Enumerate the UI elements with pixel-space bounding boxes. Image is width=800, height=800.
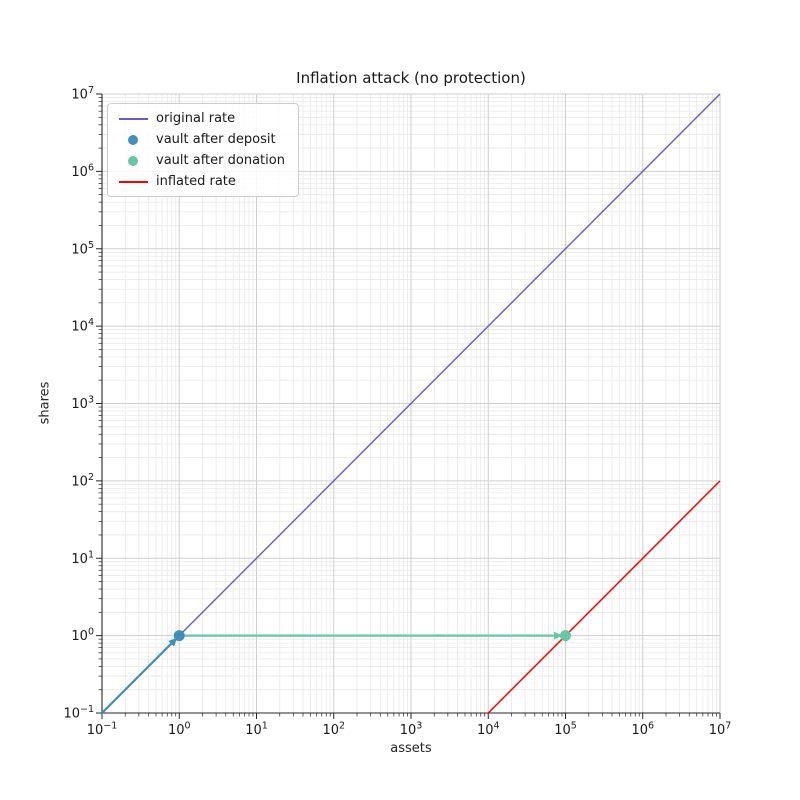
legend-dot-marker [128,155,138,166]
y-tick-label: 10−1 [63,704,94,722]
y-tick-label: 106 [71,162,94,180]
x-tick-label: 105 [554,721,577,739]
point-vault-after-deposit [173,630,185,642]
y-tick-label: 100 [71,627,94,645]
vault-after-donation-dot-swatch [116,155,150,166]
series-original-rate [101,93,721,714]
x-tick-label: 102 [322,721,345,739]
series [101,93,721,714]
legend-label: vault after deposit [156,132,276,147]
legend-item-inflated-rate: inflated rate [108,171,298,192]
axis-ticks [96,93,721,719]
legend-item-vault-after-donation: vault after donation [108,150,298,171]
legend-line-marker [118,117,148,120]
point-vault-after-donation [560,630,571,642]
x-tick-label: 10−1 [87,721,118,739]
data-points [173,630,571,642]
legend-label: original rate [156,111,236,126]
x-tick-label: 101 [245,721,268,739]
legend-label: vault after donation [156,153,285,168]
legend-label: inflated rate [156,174,236,189]
vault-after-deposit-dot-swatch [116,134,150,145]
x-tick-label: 103 [400,721,423,739]
x-tick-label: 104 [477,721,500,739]
y-tick-label: 103 [71,395,94,413]
legend-item-vault-after-deposit: vault after deposit [108,129,298,150]
legend-dot-marker [128,134,138,145]
x-tick-label: 107 [709,721,732,739]
y-tick-label: 102 [71,472,94,490]
original-rate-line-swatch [116,117,150,120]
x-tick-label: 106 [631,721,654,739]
y-tick-label: 105 [71,240,94,258]
x-axis-label: assets [390,741,432,756]
y-tick-label: 101 [71,549,94,567]
series-deposit-path [101,637,178,714]
y-axis-label: shares [37,381,53,425]
y-tick-label: 107 [71,85,94,103]
inflated-rate-line-swatch [116,180,150,183]
chart-title: Inflation attack (no protection) [296,69,526,87]
x-tick-label: 100 [168,721,191,739]
y-tick-label: 104 [71,317,94,335]
legend: original rate vault after deposit vault … [107,103,299,197]
series-inflated-rate [487,480,721,714]
legend-line-marker [118,180,148,183]
legend-item-original-rate: original rate [108,108,298,129]
